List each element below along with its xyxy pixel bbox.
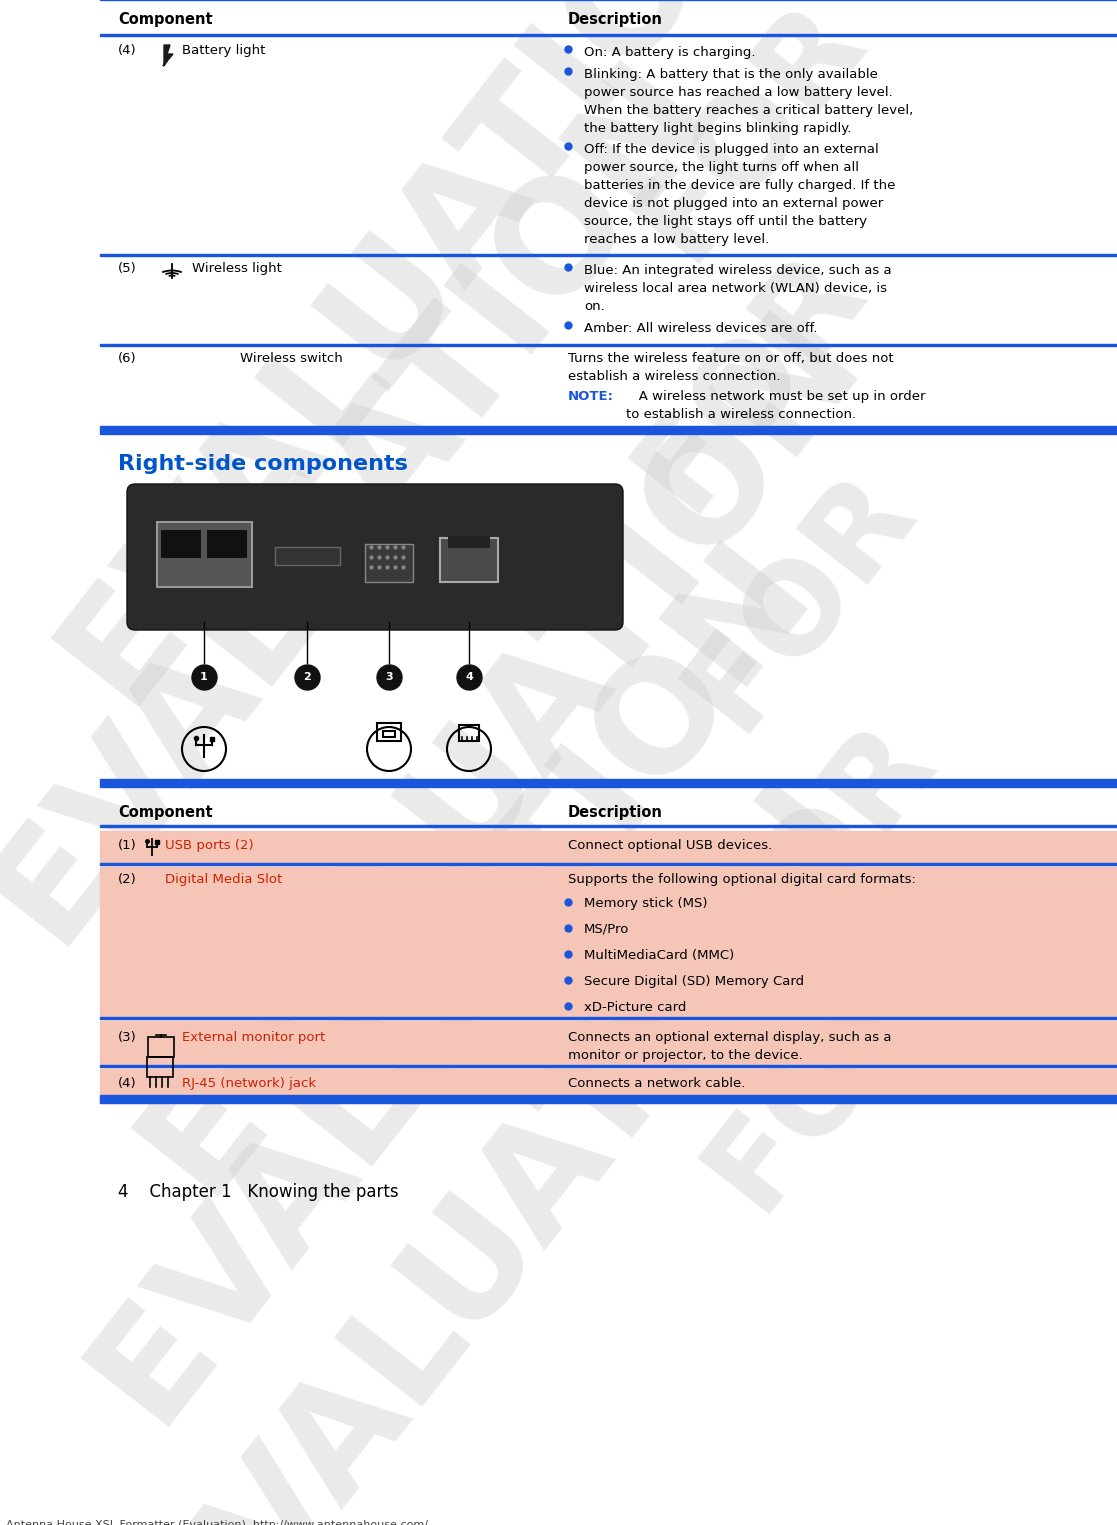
Text: 3: 3	[385, 673, 393, 682]
Bar	[101, 967, 1117, 993]
Bar	[101, 779, 1117, 787]
Text: Digital Media Slot: Digital Media Slot	[165, 872, 283, 886]
Text: (4): (4)	[118, 1077, 136, 1090]
Text: Antenna House XSL Formatter (Evaluation)  http://www.antennahouse.com/: Antenna House XSL Formatter (Evaluation)…	[6, 1520, 428, 1525]
Text: NOTE:: NOTE:	[569, 390, 614, 403]
Text: FOR: FOR	[613, 0, 886, 281]
Text: Wireless switch: Wireless switch	[240, 352, 343, 364]
Bar	[161, 531, 201, 558]
Bar	[101, 1064, 1117, 1067]
Text: (2): (2)	[118, 872, 136, 886]
Text: Description: Description	[569, 12, 662, 27]
Bar	[101, 941, 1117, 967]
Text: 2: 2	[303, 673, 311, 682]
Bar	[101, 825, 1117, 827]
Text: Battery light: Battery light	[182, 44, 266, 56]
Bar	[365, 544, 413, 583]
Text: Component: Component	[118, 805, 212, 820]
Bar	[101, 1017, 1117, 1019]
Text: A wireless network must be set up in order
to establish a wireless connection.: A wireless network must be set up in ord…	[626, 390, 926, 421]
Text: (4): (4)	[118, 44, 136, 56]
Text: (6): (6)	[118, 352, 136, 364]
Text: Off: If the device is plugged into an external
power source, the light turns off: Off: If the device is plugged into an ex…	[584, 143, 896, 246]
Text: Component: Component	[118, 12, 212, 27]
Bar	[440, 538, 498, 583]
Text: Right-side components: Right-side components	[118, 454, 408, 474]
Text: FOR: FOR	[684, 700, 956, 1000]
Text: FOR: FOR	[663, 450, 936, 750]
Bar	[101, 889, 1117, 915]
Bar	[157, 522, 252, 587]
Text: EVALUATION: EVALUATION	[63, 514, 837, 1446]
Bar	[101, 915, 1117, 941]
Bar	[147, 1037, 174, 1057]
Text: xD-Picture card: xD-Picture card	[584, 1000, 686, 1014]
Text: FOR: FOR	[684, 929, 956, 1231]
Text: External monitor port: External monitor port	[182, 1031, 325, 1045]
Text: Secure Digital (SD) Memory Card: Secure Digital (SD) Memory Card	[584, 974, 804, 988]
Bar	[459, 724, 479, 741]
Bar	[101, 1095, 1117, 1103]
Text: RJ-45 (network) jack: RJ-45 (network) jack	[182, 1077, 316, 1090]
Text: Description: Description	[569, 805, 662, 820]
Bar	[101, 831, 1117, 865]
Text: Wireless light: Wireless light	[192, 262, 281, 274]
Bar	[275, 547, 340, 564]
Text: Supports the following optional digital card formats:: Supports the following optional digital …	[569, 872, 916, 886]
Polygon shape	[163, 46, 173, 66]
Text: Turns the wireless feature on or off, but does not
establish a wireless connecti: Turns the wireless feature on or off, bu…	[569, 352, 894, 383]
Bar	[101, 868, 1117, 889]
Text: 1: 1	[200, 673, 208, 682]
Text: (5): (5)	[118, 262, 136, 274]
Text: Blue: An integrated wireless device, such as a
wireless local area network (WLAN: Blue: An integrated wireless device, suc…	[584, 264, 891, 313]
Text: EVALUATION: EVALUATION	[34, 0, 808, 726]
Bar	[101, 1022, 1117, 1068]
Text: Connects a network cable.: Connects a network cable.	[569, 1077, 745, 1090]
Text: 4    Chapter 1   Knowing the parts: 4 Chapter 1 Knowing the parts	[118, 1183, 399, 1202]
Text: MultiMediaCard (MMC): MultiMediaCard (MMC)	[584, 949, 734, 962]
Bar	[378, 723, 401, 741]
Text: Blinking: A battery that is the only available
power source has reached a low ba: Blinking: A battery that is the only ava…	[584, 69, 914, 136]
Text: Connect optional USB devices.: Connect optional USB devices.	[569, 839, 772, 852]
Text: Amber: All wireless devices are off.: Amber: All wireless devices are off.	[584, 322, 818, 336]
Text: 4: 4	[465, 673, 472, 682]
Text: EVALUATION: EVALUATION	[0, 34, 737, 967]
Bar	[101, 345, 1117, 346]
Bar	[101, 993, 1117, 1019]
Text: (1): (1)	[118, 839, 136, 852]
Text: On: A battery is charging.: On: A battery is charging.	[584, 46, 755, 59]
Bar	[101, 34, 1117, 37]
Text: FOR: FOR	[613, 229, 886, 531]
Text: Connects an optional external display, such as a
monitor or projector, to the de: Connects an optional external display, s…	[569, 1031, 891, 1061]
Text: EVALUATION: EVALUATION	[113, 753, 887, 1525]
Text: MS/Pro: MS/Pro	[584, 923, 629, 936]
Bar	[448, 535, 490, 547]
Text: Memory stick (MS): Memory stick (MS)	[584, 897, 707, 910]
Bar	[101, 863, 1117, 865]
Bar	[383, 730, 395, 737]
Bar	[101, 1069, 1117, 1103]
Bar	[101, 255, 1117, 256]
Text: (3): (3)	[118, 1031, 136, 1045]
Bar	[101, 425, 1117, 435]
Text: EVALUATION: EVALUATION	[113, 284, 887, 1215]
Bar	[147, 1057, 173, 1077]
Text: USB ports (2): USB ports (2)	[165, 839, 254, 852]
FancyBboxPatch shape	[127, 483, 623, 630]
Bar	[207, 531, 247, 558]
